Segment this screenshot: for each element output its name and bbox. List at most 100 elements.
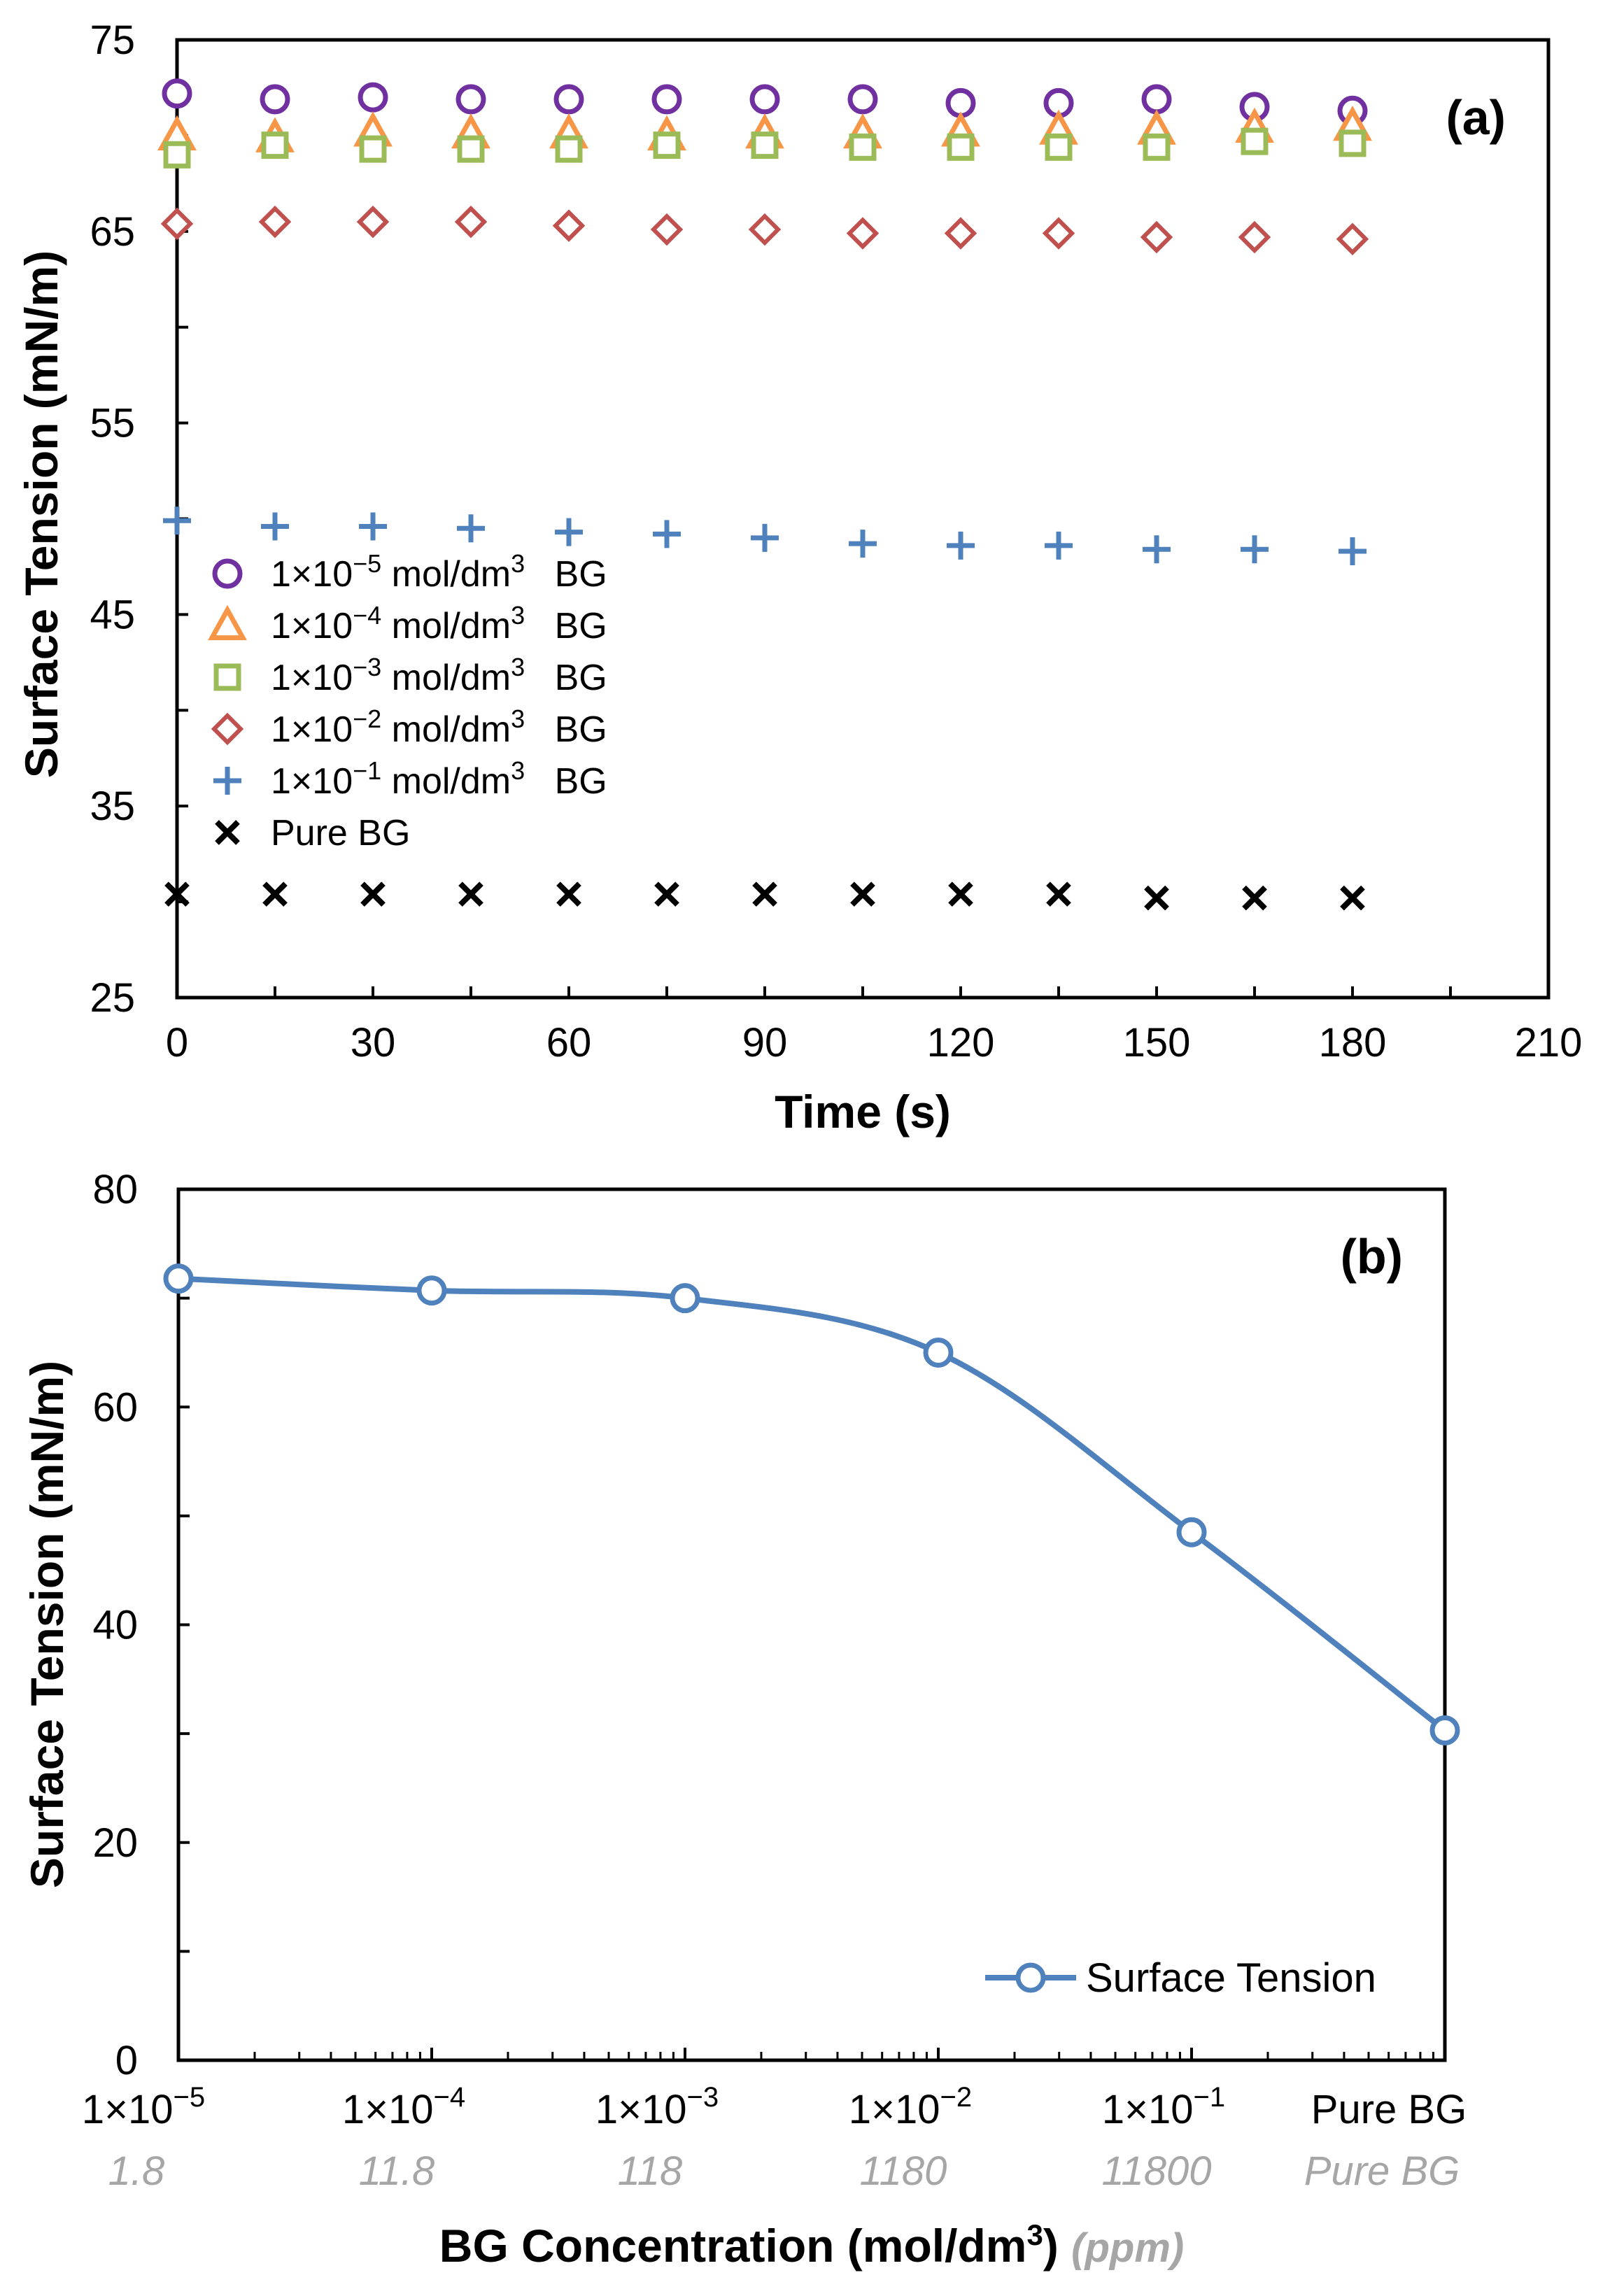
data-point: [1241, 535, 1269, 564]
data-point: [847, 84, 878, 115]
x-tick-ppm-label: 11800: [1102, 2148, 1212, 2194]
data-point: [556, 881, 581, 907]
data-point: [1339, 537, 1367, 566]
x-axis-title-superscript: 3: [1026, 2218, 1043, 2251]
data-point: [1046, 881, 1071, 907]
data-point: [1045, 531, 1073, 560]
data-point: [751, 132, 779, 160]
data-point: [1144, 885, 1169, 911]
data-point: [1241, 127, 1269, 155]
data-point: [456, 84, 486, 115]
x-tick-label: 1×10−1: [1102, 2082, 1225, 2132]
x-axis-title-b: BG Concentration (mol/dm3) (ppm): [439, 2218, 1184, 2272]
data-point: [751, 523, 779, 552]
x-tick-label: 1×10−4: [342, 2082, 465, 2132]
legend-label: Surface Tension: [1086, 1955, 1376, 2001]
x-tick-ppm-label: 1.8: [108, 2148, 165, 2194]
x-tick-label: 1×10−5: [82, 2082, 205, 2132]
data-point: [1340, 885, 1365, 911]
x-tick-label: 90: [742, 1020, 788, 1065]
x-tick-label: Pure BG: [1311, 2087, 1467, 2132]
data-point: [164, 881, 190, 907]
y-tick-label: 40: [92, 1603, 138, 1648]
legend-label: 1×10−3 mol/dm3 BG: [271, 653, 607, 698]
data-point: [163, 506, 191, 535]
data-point: [670, 1283, 700, 1314]
x-axis-title-ppm: (ppm): [1071, 2225, 1184, 2271]
data-point: [360, 881, 386, 907]
legend-item: 1×10−2 mol/dm3 BG: [211, 704, 607, 750]
data-point: [1143, 535, 1171, 564]
legend-marker: [211, 712, 244, 746]
data-point: [849, 133, 877, 161]
legend-item: Surface Tension: [985, 1955, 1376, 2001]
x-tick-label: 180: [1319, 1020, 1387, 1065]
data-point: [1429, 1715, 1460, 1745]
data-point: [651, 84, 682, 115]
x-axis-title-main: BG Concentration (mol/dm: [439, 2220, 1027, 2272]
legend-item: 1×10−1 mol/dm3 BG: [213, 756, 607, 802]
y-axis-title-b: Surface Tension (mN/m): [21, 1361, 73, 1888]
x-tick-label: 1×10−2: [849, 2082, 972, 2132]
x-tick-label: 60: [546, 1020, 592, 1065]
legend-label: 1×10−5 mol/dm3 BG: [271, 549, 607, 595]
legend-item: 1×10−4 mol/dm3 BG: [208, 601, 607, 646]
series-3: [163, 127, 1367, 169]
y-tick-label: 45: [90, 592, 135, 637]
legend-marker: [212, 558, 243, 589]
x-axis-title-a: Time (s): [775, 1086, 951, 1138]
y-tick-label: 60: [92, 1384, 138, 1430]
x-tick-ppm-label: 118: [618, 2148, 682, 2194]
data-point: [650, 213, 684, 246]
legend-marker: [1015, 1962, 1046, 1993]
y-tick-label: 65: [90, 209, 135, 255]
x-axis-ticks-b: 1×10−5 1.8 1×10−4 11.8 1×10−3 118 1×10−2 1180 1×…: [82, 2048, 1467, 2194]
data-point: [555, 135, 583, 163]
panel-label-b: (b): [1341, 1229, 1403, 1284]
svg-text:BG Concentration (mol/dm3) (pp: BG Concentration (mol/dm3) (ppm): [439, 2218, 1184, 2272]
data-point: [359, 135, 387, 163]
data-point: [1238, 220, 1271, 254]
y-tick-label: 80: [92, 1167, 138, 1212]
data-point: [1140, 220, 1173, 254]
data-point: [1339, 129, 1367, 157]
y-tick-label: 0: [115, 2038, 138, 2083]
legend-label: 1×10−1 mol/dm3 BG: [271, 756, 607, 802]
data-point: [849, 530, 877, 558]
data-point: [1176, 1517, 1207, 1547]
panel-label-a: (a): [1446, 90, 1506, 145]
legend-item: Pure BG: [215, 813, 410, 853]
data-point: [160, 207, 194, 241]
y-tick-label: 75: [90, 17, 135, 63]
data-point: [261, 512, 289, 541]
data-point: [262, 881, 288, 907]
x-tick-ppm-label: 1180: [860, 2148, 947, 2194]
data-series-b: [163, 1263, 1460, 1745]
data-point: [1242, 885, 1267, 911]
data-point: [258, 205, 292, 239]
data-point: [359, 512, 387, 541]
y-tick-label: 35: [90, 784, 135, 829]
plot-area-b: [176, 1187, 1447, 2062]
data-point: [356, 205, 390, 239]
data-point: [163, 141, 191, 169]
data-point: [1143, 133, 1171, 161]
data-point: [457, 514, 485, 543]
series-line: [176, 1275, 1448, 1734]
plot-area-a: [175, 38, 1551, 1000]
series-5: [163, 506, 1367, 566]
data-point: [552, 209, 586, 242]
data-point: [846, 217, 880, 250]
x-tick-label: 0: [166, 1020, 188, 1065]
y-axis-title-a: Surface Tension (mN/m): [15, 250, 67, 778]
y-axis-ticks-b: 0 20 40 60 80: [92, 1167, 190, 2083]
data-point: [261, 132, 289, 160]
data-point: [553, 84, 584, 115]
legend-b: Surface Tension: [985, 1955, 1376, 2001]
legend-marker: [215, 820, 240, 845]
legend-label: Pure BG: [271, 813, 410, 853]
data-point: [1042, 217, 1075, 250]
data-points-a: [157, 78, 1372, 911]
y-tick-label: 20: [92, 1820, 138, 1866]
